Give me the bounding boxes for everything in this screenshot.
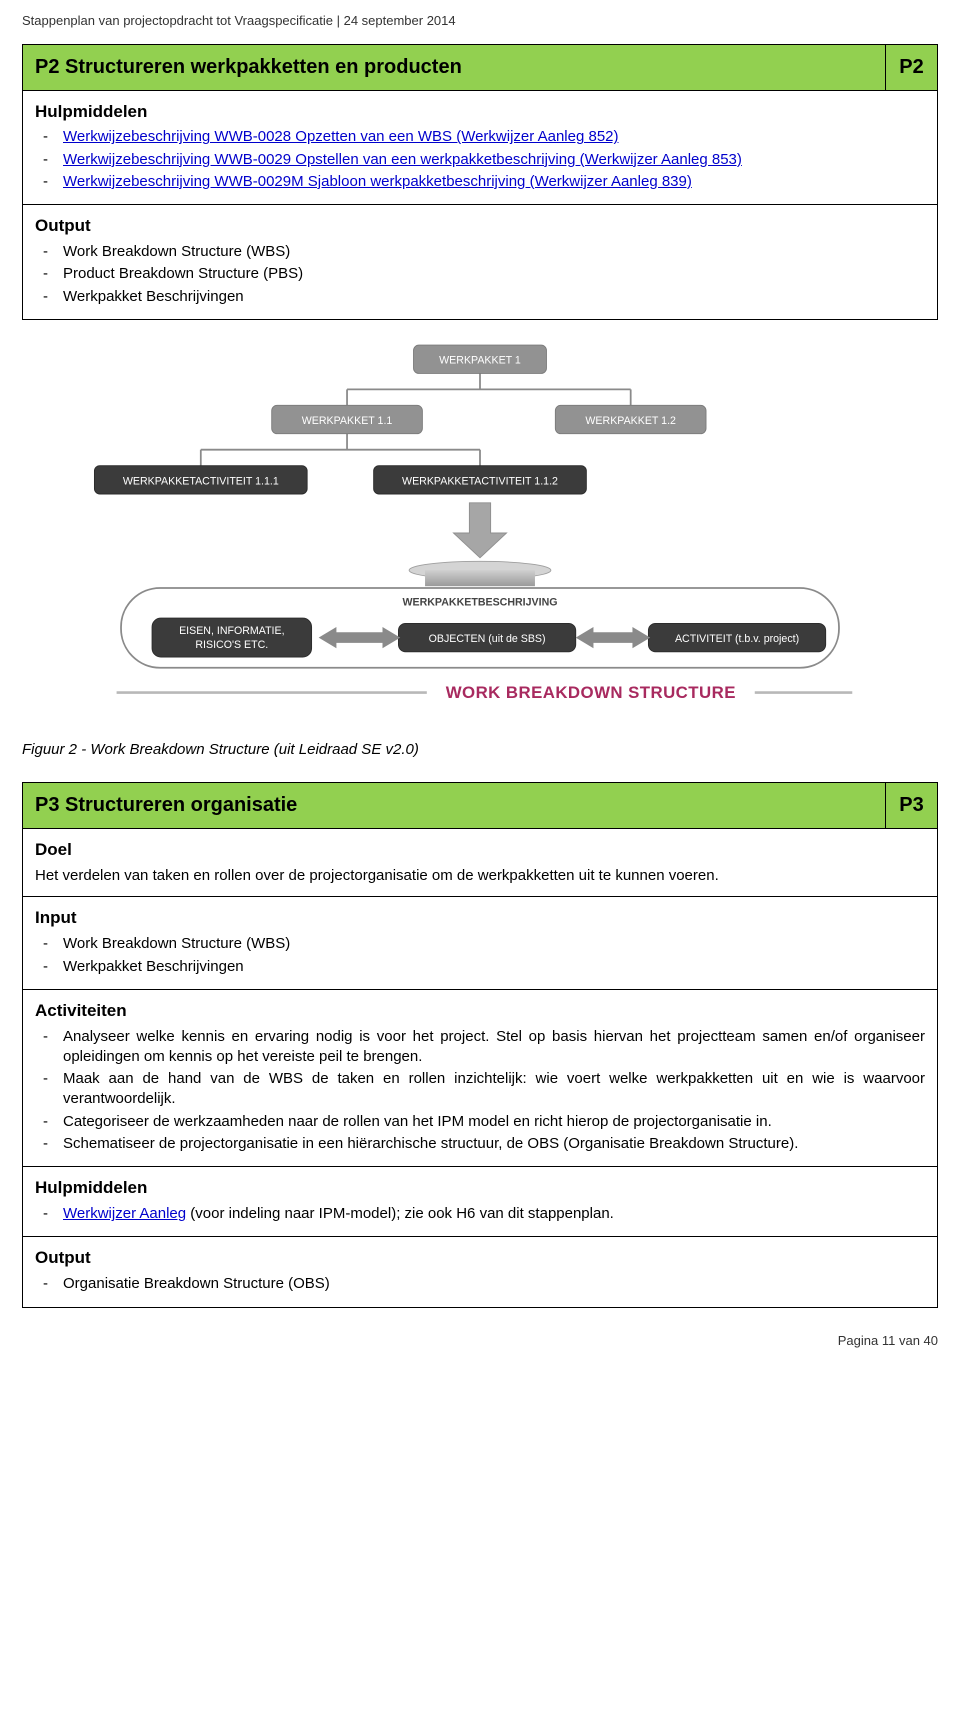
p3-hulp-list: Werkwijzer Aanleg (voor indeling naar IP… [35,1204,925,1224]
list-item: Werkwijzebeschrijving WWB-0029M Sjabloon… [35,172,925,192]
p3-doel-text: Het verdelen van taken en rollen over de… [35,866,925,886]
node-wpa-112: WERKPAKKETACTIVITEIT 1.1.2 [374,466,587,494]
node-activiteit: ACTIVITEIT (t.b.v. project) [648,623,825,651]
p3-in-list: Work Breakdown Structure (WBS) Werkpakke… [35,934,925,977]
wbs-diagram: WERKPAKKET 1 WERKPAKKET 1.1 WERKPAKKET 1… [22,338,938,728]
svg-text:EISEN, INFORMATIE,: EISEN, INFORMATIE, [179,625,284,637]
svg-text:OBJECTEN (uit de SBS): OBJECTEN (uit de SBS) [429,633,546,645]
p2-out-head: Output [35,215,925,238]
node-wpa-111: WERKPAKKETACTIVITEIT 1.1.1 [94,466,307,494]
list-item: Werkwijzer Aanleg (voor indeling naar IP… [35,1204,925,1224]
page-footer: Pagina 11 van 40 [22,1332,938,1350]
p3-hulp-head: Hulpmiddelen [35,1177,925,1200]
p3-doel-cell: Doel Het verdelen van taken en rollen ov… [23,829,938,897]
p2-out-cell: Output Work Breakdown Structure (WBS) Pr… [23,205,938,320]
wbs-svg: WERKPAKKET 1 WERKPAKKET 1.1 WERKPAKKET 1… [80,338,880,728]
p2-hulp-list: Werkwijzebeschrijving WWB-0028 Opzetten … [35,127,925,192]
p3-act-cell: Activiteiten Analyseer welke kennis en e… [23,989,938,1166]
node-werkpakket-12: WERKPAKKET 1.2 [555,405,706,433]
link[interactable]: Werkwijzer Aanleg [63,1205,186,1222]
list-item: Werkpakket Beschrijvingen [35,957,925,977]
p2-hulp-head: Hulpmiddelen [35,101,925,124]
p3-in-head: Input [35,907,925,930]
list-item: Werkwijzebeschrijving WWB-0029 Opstellen… [35,150,925,170]
svg-text:WERKPAKKET 1: WERKPAKKET 1 [439,355,521,367]
p3-title: P3 Structureren organisatie [23,783,886,829]
node-werkpakket-1: WERKPAKKET 1 [414,345,547,373]
p3-code: P3 [886,783,938,829]
list-item: Maak aan de hand van de WBS de taken en … [35,1069,925,1110]
p3-doel-head: Doel [35,839,925,862]
svg-text:WORK BREAKDOWN STRUCTURE: WORK BREAKDOWN STRUCTURE [446,683,736,702]
svg-text:ACTIVITEIT (t.b.v. project): ACTIVITEIT (t.b.v. project) [675,633,799,645]
text: (voor indeling naar IPM-model); zie ook … [186,1205,614,1222]
list-item: Organisatie Breakdown Structure (OBS) [35,1274,925,1294]
list-item: Categoriseer de werkzaamheden naar de ro… [35,1112,925,1132]
list-item: Work Breakdown Structure (WBS) [35,934,925,954]
node-eisen: EISEN, INFORMATIE, RISICO'S ETC. [152,618,312,657]
p3-out-head: Output [35,1247,925,1270]
p2-title-row: P2 Structureren werkpakketten en product… [23,44,938,90]
p2-code: P2 [886,44,938,90]
p2-title: P2 Structureren werkpakketten en product… [23,44,886,90]
node-werkpakket-11: WERKPAKKET 1.1 [272,405,423,433]
list-item: Product Breakdown Structure (PBS) [35,264,925,284]
link[interactable]: Werkwijzebeschrijving WWB-0029 Opstellen… [63,151,742,168]
list-item: Schematiseer de projectorganisatie in ee… [35,1134,925,1154]
node-objecten: OBJECTEN (uit de SBS) [398,623,575,651]
svg-text:WERKPAKKETBESCHRIJVING: WERKPAKKETBESCHRIJVING [402,597,557,609]
list-item: Analyseer welke kennis en ervaring nodig… [35,1027,925,1068]
section-p2: P2 Structureren werkpakketten en product… [22,44,938,320]
figure-caption: Figuur 2 - Work Breakdown Structure (uit… [22,740,938,760]
svg-text:WERKPAKKETACTIVITEIT 1.1.2: WERKPAKKETACTIVITEIT 1.1.2 [402,475,558,487]
p3-title-row: P3 Structureren organisatie P3 [23,783,938,829]
svg-text:WERKPAKKET 1.2: WERKPAKKET 1.2 [585,415,676,427]
link[interactable]: Werkwijzebeschrijving WWB-0029M Sjabloon… [63,173,692,190]
p3-hulp-cell: Hulpmiddelen Werkwijzer Aanleg (voor ind… [23,1167,938,1237]
p3-out-list: Organisatie Breakdown Structure (OBS) [35,1274,925,1294]
p3-act-head: Activiteiten [35,1000,925,1023]
svg-text:RISICO'S ETC.: RISICO'S ETC. [195,639,268,651]
wpb-sheet [409,561,551,586]
link[interactable]: Werkwijzebeschrijving WWB-0028 Opzetten … [63,128,619,145]
doc-header: Stappenplan van projectopdracht tot Vraa… [22,12,938,30]
section-p3: P3 Structureren organisatie P3 Doel Het … [22,782,938,1307]
svg-text:WERKPAKKETACTIVITEIT 1.1.1: WERKPAKKETACTIVITEIT 1.1.1 [123,475,279,487]
p3-in-cell: Input Work Breakdown Structure (WBS) Wer… [23,897,938,989]
list-item: Work Breakdown Structure (WBS) [35,242,925,262]
p2-out-list: Work Breakdown Structure (WBS) Product B… [35,242,925,307]
p2-hulp-cell: Hulpmiddelen Werkwijzebeschrijving WWB-0… [23,90,938,205]
svg-text:WERKPAKKET 1.1: WERKPAKKET 1.1 [302,415,393,427]
p3-act-list: Analyseer welke kennis en ervaring nodig… [35,1027,925,1155]
list-item: Werkwijzebeschrijving WWB-0028 Opzetten … [35,127,925,147]
list-item: Werkpakket Beschrijvingen [35,287,925,307]
p3-out-cell: Output Organisatie Breakdown Structure (… [23,1237,938,1307]
